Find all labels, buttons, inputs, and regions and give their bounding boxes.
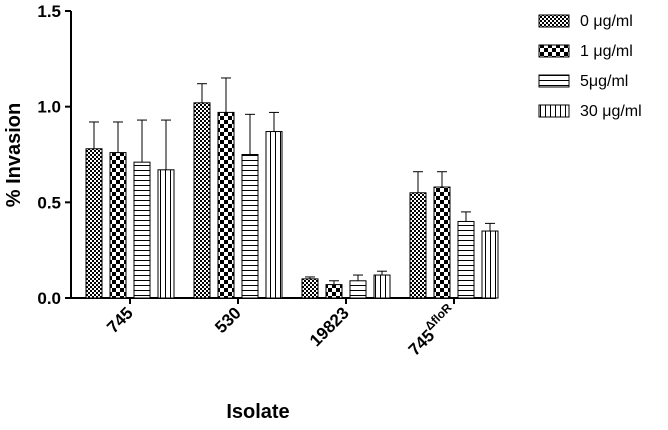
bar (241, 154, 259, 299)
bar (349, 280, 367, 299)
legend-swatch (538, 14, 570, 28)
x-axis-title: Isolate (226, 401, 289, 423)
bar (301, 278, 319, 299)
legend-swatch (538, 74, 570, 88)
y-tick-label: 1.5 (37, 2, 61, 21)
y-tick-label: 0.0 (37, 289, 61, 308)
bar (109, 152, 127, 299)
bar (85, 148, 103, 299)
legend-label: 1 μg/ml (580, 43, 633, 60)
bar (481, 230, 499, 299)
x-tick-label: 530 (211, 303, 244, 336)
legend-label: 30 μg/ml (580, 103, 642, 120)
bar (373, 274, 391, 299)
bar (133, 161, 151, 299)
x-tick-label: 745ΔfloR (402, 300, 461, 359)
legend: 0 μg/ml 1 μg/ml 5μg/ml 30 μg/ml (538, 13, 642, 120)
bar (193, 102, 211, 299)
bar (325, 284, 343, 299)
plot-area: 0.0 0.5 1.0 1.5 745 530 19823 745ΔfloR (37, 2, 499, 359)
bar (457, 220, 475, 299)
x-tick-label: 745 (103, 303, 136, 336)
legend-swatch (538, 104, 570, 118)
y-tick-label: 0.5 (37, 193, 61, 212)
bar (157, 169, 175, 299)
bar (265, 131, 283, 299)
legend-label: 5μg/ml (580, 73, 628, 90)
legend-label: 0 μg/ml (580, 13, 633, 30)
y-tick-label: 1.0 (37, 98, 61, 117)
y-axis-title: % Invasion (3, 103, 25, 207)
bar (217, 111, 235, 299)
bar (409, 192, 427, 299)
legend-swatch (538, 44, 570, 58)
bar (433, 186, 451, 299)
x-tick-label: 19823 (306, 303, 353, 350)
